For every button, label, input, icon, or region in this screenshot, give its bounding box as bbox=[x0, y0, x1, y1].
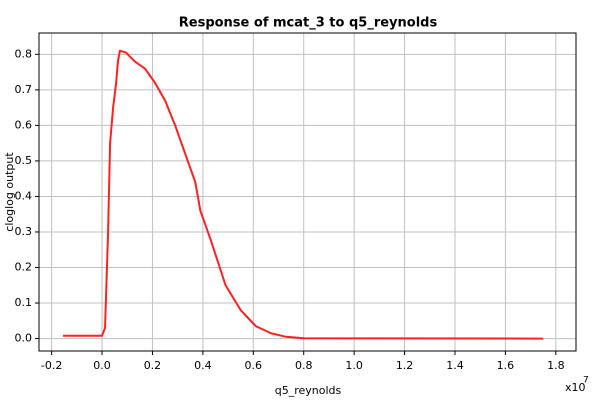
y-tick-label: 0.3 bbox=[15, 225, 33, 238]
x-exponent: 7 bbox=[583, 376, 589, 386]
x-tick-label: 1.6 bbox=[497, 359, 515, 372]
y-tick-label: 0.7 bbox=[15, 83, 33, 96]
y-tick-label: 0.8 bbox=[15, 47, 33, 60]
y-tick-label: 0.6 bbox=[15, 118, 33, 131]
x-tick-label: 0.4 bbox=[194, 359, 212, 372]
x-tick-label: 1.2 bbox=[396, 359, 414, 372]
y-tick-label: 0.2 bbox=[15, 261, 33, 274]
x-tick-label: 0.6 bbox=[245, 359, 263, 372]
x-tick-label: 0.8 bbox=[295, 359, 313, 372]
y-tick-label: 0.0 bbox=[15, 332, 33, 345]
x-tick-label: -0.2 bbox=[41, 359, 62, 372]
x-axis-label: q5_reynolds bbox=[275, 384, 342, 397]
x-multiplier: x10 bbox=[565, 381, 586, 394]
y-tick-label: 0.1 bbox=[15, 296, 33, 309]
x-tick-label: 1.4 bbox=[446, 359, 464, 372]
y-tick-label: 0.5 bbox=[15, 154, 33, 167]
y-tick-label: 0.4 bbox=[15, 189, 33, 202]
x-tick-label: 1.8 bbox=[547, 359, 565, 372]
x-tick-label: 0.2 bbox=[144, 359, 162, 372]
y-axis-label: cloglog output bbox=[3, 152, 16, 232]
x-tick-label: 0.0 bbox=[93, 359, 111, 372]
plot-frame bbox=[38, 32, 577, 352]
chart-title: Response of mcat_3 to q5_reynolds bbox=[179, 16, 438, 31]
x-tick-label: 1.0 bbox=[345, 359, 363, 372]
line-series bbox=[62, 49, 544, 340]
